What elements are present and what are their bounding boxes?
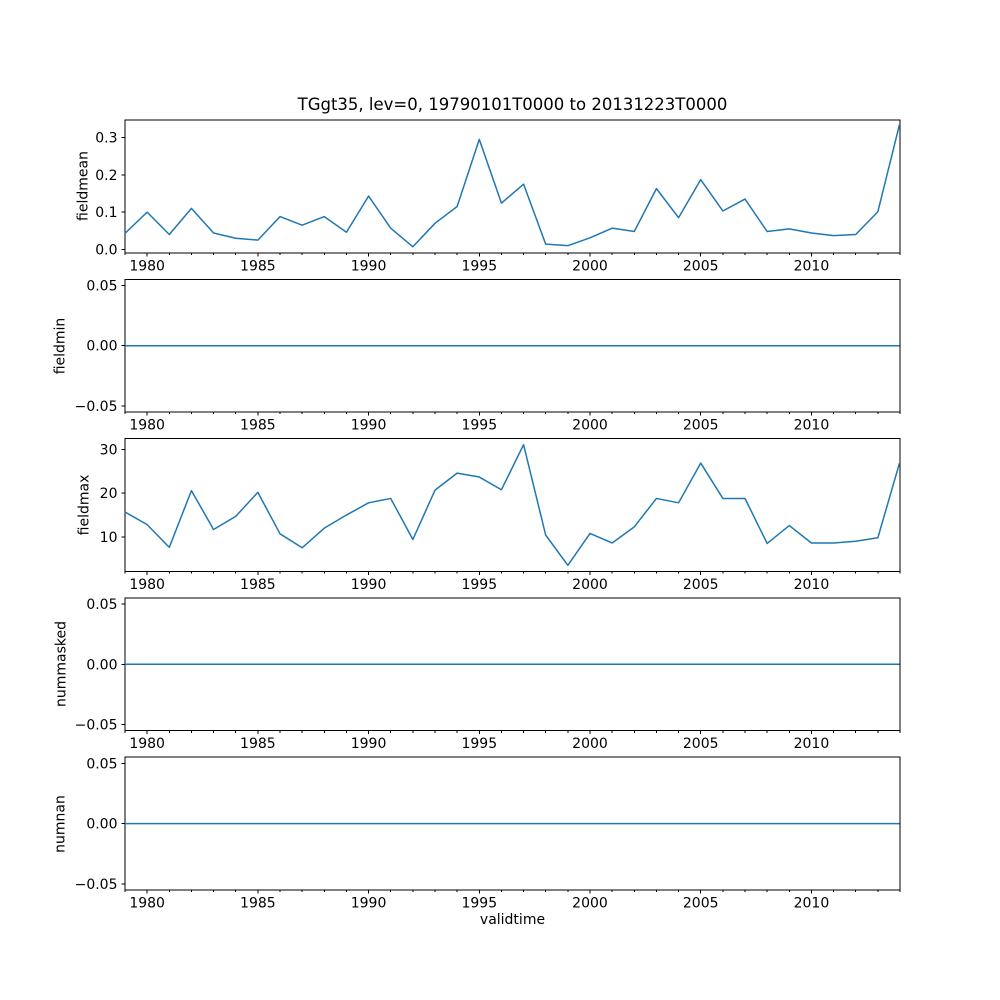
y-tick-label-fieldmin: 0.00 xyxy=(86,339,117,355)
subplot-numnan: −0.05 0.00 0.05 1980 1985 1990 1995 2000 2005 201… xyxy=(75,756,901,912)
x-tick-label: 2010 xyxy=(794,577,830,593)
x-tick-label: 2005 xyxy=(683,896,719,912)
x-tick-label: 2005 xyxy=(683,736,719,752)
subplot-nummasked: −0.05 0.00 0.05 1980 1985 1990 1995 2000 2005 201… xyxy=(75,597,901,752)
x-tick-label: 1995 xyxy=(461,418,497,434)
x-axis-label: validtime xyxy=(479,912,546,928)
x-tick-label: 1980 xyxy=(129,896,165,912)
x-tick-label: 1990 xyxy=(351,896,387,912)
y-axis-label-fieldmin: fieldmin xyxy=(52,317,69,374)
y-tick-label-numnan: 0.00 xyxy=(86,817,117,833)
x-tick-label: 2005 xyxy=(683,577,719,593)
x-tick-label: 2005 xyxy=(683,418,719,434)
x-tick-label: 2000 xyxy=(572,896,608,912)
y-tick-label-fieldmax: 20 xyxy=(100,486,118,502)
x-tick-label: 2010 xyxy=(794,896,830,912)
x-tick-label: 2000 xyxy=(572,258,608,274)
y-tick-label-fieldmean: 0.1 xyxy=(95,205,117,221)
figure-title: TGgt35, lev=0, 19790101T0000 to 20131223… xyxy=(297,95,728,114)
y-axis-label-fieldmax: fieldmax xyxy=(76,474,93,536)
y-tick-label-numnan: −0.05 xyxy=(75,877,118,893)
y-tick-label-nummasked: 0.00 xyxy=(86,657,117,673)
y-tick-label-fieldmin: 0.05 xyxy=(86,278,117,294)
x-tick-label: 2000 xyxy=(572,577,608,593)
x-tick-label: 1985 xyxy=(240,577,276,593)
x-tick-label: 1985 xyxy=(240,896,276,912)
y-tick-label-fieldmin: −0.05 xyxy=(75,399,118,415)
x-tick-label: 1995 xyxy=(461,258,497,274)
y-tick-label-fieldmean: 0.2 xyxy=(95,168,117,184)
x-tick-label: 2010 xyxy=(794,418,830,434)
y-tick-label-numnan: 0.05 xyxy=(86,756,117,772)
x-tick-label: 1990 xyxy=(351,258,387,274)
data-line-fieldmax xyxy=(124,443,901,567)
x-tick-label: 1995 xyxy=(461,736,497,752)
x-tick-label: 1985 xyxy=(240,258,276,274)
axes-box-fieldmax xyxy=(124,438,901,572)
x-tick-label: 1980 xyxy=(129,577,165,593)
x-tick-label: 2010 xyxy=(794,736,830,752)
y-axis-label-nummasked: nummasked xyxy=(53,621,70,708)
x-tick-label: 1980 xyxy=(129,736,165,752)
x-tick-label: 1990 xyxy=(351,736,387,752)
y-tick-label-fieldmax: 30 xyxy=(100,443,118,459)
x-tick-label: 2000 xyxy=(572,736,608,752)
y-tick-label-fieldmean: 0.0 xyxy=(95,242,117,258)
x-tick-label: 2005 xyxy=(683,258,719,274)
x-tick-label: 1980 xyxy=(129,258,165,274)
x-tick-label: 1985 xyxy=(240,418,276,434)
x-tick-label: 1990 xyxy=(351,577,387,593)
axes-box-fieldmean xyxy=(124,119,901,254)
x-tick-label: 1985 xyxy=(240,736,276,752)
x-tick-label: 2000 xyxy=(572,418,608,434)
y-axis-label-numnan: numnan xyxy=(52,794,69,853)
subplot-fieldmean: 0.0 0.1 0.2 0.3 1980 1985 1990 1995 2000 2005 2010 xyxy=(95,119,901,274)
y-tick-label-fieldmax: 10 xyxy=(100,530,118,546)
x-tick-label: 1995 xyxy=(461,577,497,593)
x-tick-label: 1990 xyxy=(351,418,387,434)
x-tick-label: 2010 xyxy=(794,258,830,274)
data-line-fieldmean xyxy=(124,124,901,248)
subplot-fieldmin: −0.05 0.00 0.05 1980 1985 1990 1995 2000 2005 201… xyxy=(75,278,901,434)
y-tick-label-nummasked: −0.05 xyxy=(75,718,118,734)
x-tick-label: 1980 xyxy=(129,418,165,434)
y-tick-label-nummasked: 0.05 xyxy=(86,597,117,613)
x-tick-label: 1995 xyxy=(461,896,497,912)
y-tick-label-fieldmean: 0.3 xyxy=(95,131,117,147)
y-axis-label-fieldmean: fieldmean xyxy=(75,151,92,222)
subplot-fieldmax: 10 20 30 1980 1985 1990 1995 2000 2005 2010 xyxy=(100,438,901,593)
